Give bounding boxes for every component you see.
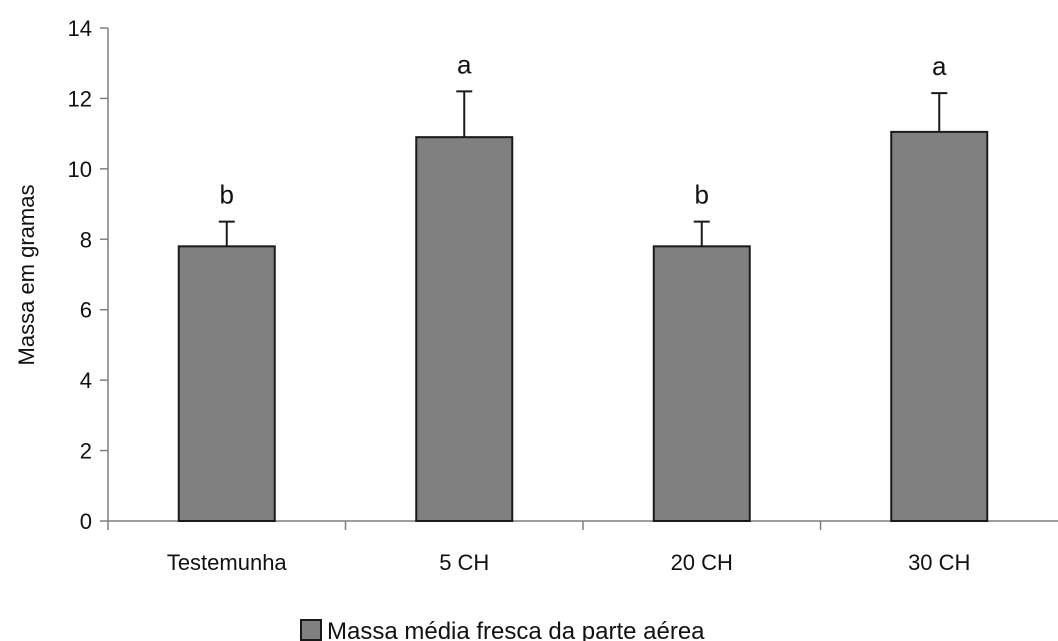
significance-labels: b a b a — [220, 49, 948, 209]
y-tick-label: 4 — [80, 368, 92, 393]
x-tick-label: 5 CH — [439, 550, 489, 575]
y-axis-title: Massa em gramas — [14, 185, 39, 366]
error-bars — [218, 90, 948, 247]
x-tick-label: 20 CH — [671, 550, 733, 575]
significance-label: a — [457, 49, 472, 79]
bar — [415, 136, 514, 523]
significance-label: b — [695, 180, 709, 210]
y-tick-label: 12 — [68, 86, 92, 111]
significance-label: b — [220, 180, 234, 210]
y-tick-label: 8 — [80, 227, 92, 252]
y-axis: 0 2 4 6 8 10 12 14 — [68, 16, 109, 534]
significance-label: a — [932, 51, 947, 81]
legend-label: Massa média fresca da parte aérea — [327, 618, 705, 641]
legend-swatch — [300, 619, 322, 641]
y-tick-label: 2 — [80, 439, 92, 464]
bar — [890, 130, 989, 522]
y-tick-label: 0 — [80, 509, 92, 534]
y-tick-label: 14 — [68, 16, 92, 41]
legend: Massa média fresca da parte aérea — [300, 618, 705, 641]
y-tick-label: 10 — [68, 157, 92, 182]
y-tick-label: 6 — [80, 298, 92, 323]
bar — [177, 245, 276, 522]
bar — [652, 245, 751, 522]
x-axis: Testemunha 5 CH 20 CH 30 CH — [107, 520, 1058, 575]
x-tick-label: 30 CH — [908, 550, 970, 575]
bars — [177, 130, 989, 523]
x-tick-label: Testemunha — [167, 550, 288, 575]
